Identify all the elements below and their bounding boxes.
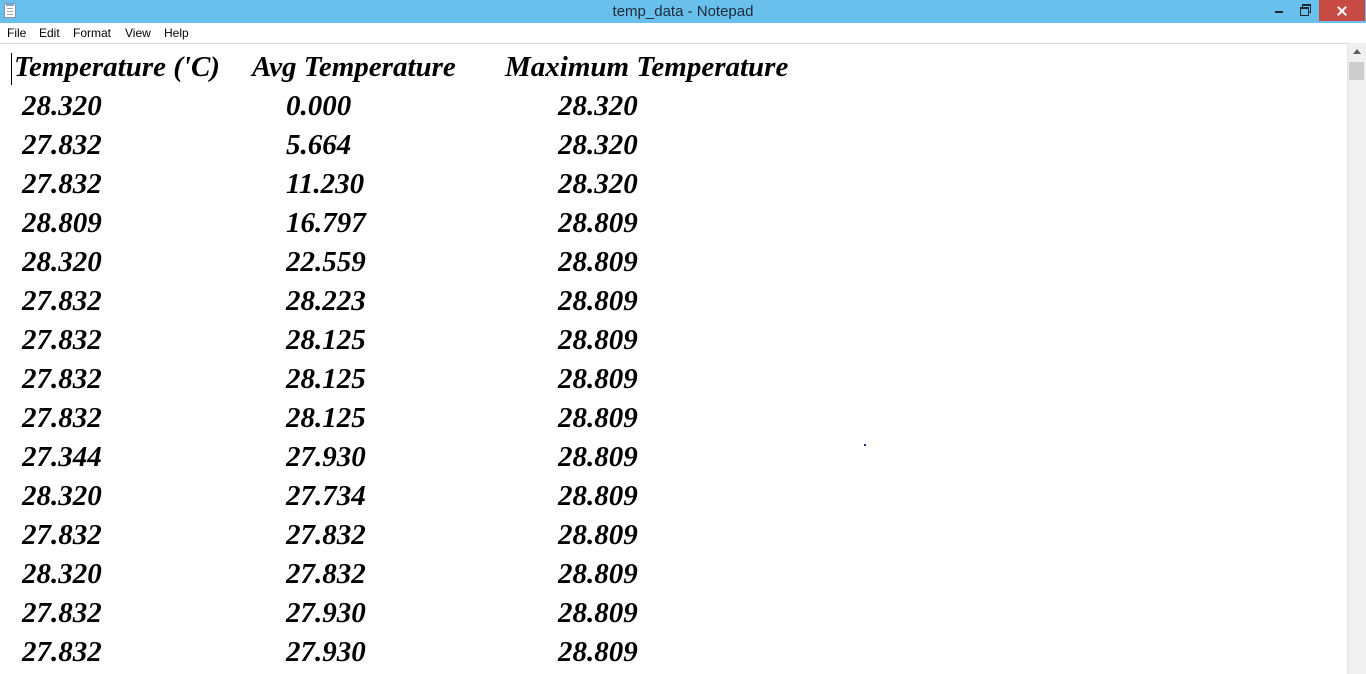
cell-temperature: 27.344 <box>22 441 102 473</box>
cell-avg: 28.125 <box>286 363 366 395</box>
data-rows: 28.320 0.000 28.320 27.832 5.664 28.320 27.8… <box>0 88 1000 673</box>
cell-max: 28.809 <box>558 480 638 512</box>
restore-button[interactable] <box>1292 0 1318 21</box>
scroll-thumb[interactable] <box>1349 62 1364 80</box>
table-row: 27.832 27.930 28.809 <box>0 595 1000 634</box>
menu-file[interactable]: File <box>7 26 27 40</box>
cell-temperature: 28.320 <box>22 246 102 278</box>
cell-temperature: 28.320 <box>22 90 102 122</box>
scroll-up-button[interactable] <box>1348 43 1366 60</box>
table-row: 28.320 27.832 28.809 <box>0 556 1000 595</box>
table-row: 27.832 28.125 28.809 <box>0 400 1000 439</box>
cell-avg: 27.832 <box>286 519 366 551</box>
text-editor[interactable]: Temperature ('C) Avg Temperature Maximum… <box>0 43 1347 674</box>
menu-bar: File Edit Format View Help <box>0 23 1366 43</box>
cell-max: 28.320 <box>558 90 638 122</box>
cell-temperature: 27.832 <box>22 636 102 668</box>
menu-help[interactable]: Help <box>164 26 189 40</box>
cell-temperature: 27.832 <box>22 402 102 434</box>
stray-mark <box>864 444 866 446</box>
table-row: 27.832 5.664 28.320 <box>0 127 1000 166</box>
cell-avg: 27.734 <box>286 480 366 512</box>
cell-max: 28.809 <box>558 285 638 317</box>
cell-avg: 5.664 <box>286 129 352 161</box>
vertical-scrollbar[interactable] <box>1347 43 1366 674</box>
menu-view[interactable]: View <box>125 26 151 40</box>
cell-temperature: 27.832 <box>22 363 102 395</box>
cell-max: 28.809 <box>558 636 638 668</box>
cell-max: 28.809 <box>558 363 638 395</box>
cell-max: 28.809 <box>558 597 638 629</box>
header-temperature: Temperature ('C) <box>14 51 220 83</box>
cell-temperature: 28.809 <box>22 207 102 239</box>
cell-max: 28.809 <box>558 558 638 590</box>
cell-avg: 0.000 <box>286 90 352 122</box>
menu-format[interactable]: Format <box>73 26 112 40</box>
cell-max: 28.809 <box>558 519 638 551</box>
table-row: 27.344 27.930 28.809 <box>0 439 1000 478</box>
cell-temperature: 28.320 <box>22 558 102 590</box>
title-bar[interactable]: temp_data - Notepad <box>0 0 1366 23</box>
cell-avg: 27.930 <box>286 597 366 629</box>
notepad-icon[interactable] <box>4 3 16 18</box>
minimize-icon <box>1275 11 1283 13</box>
header-avg-temperature: Avg Temperature <box>252 51 456 83</box>
table-row: 27.832 28.125 28.809 <box>0 322 1000 361</box>
cell-max: 28.809 <box>558 324 638 356</box>
cell-temperature: 27.832 <box>22 168 102 200</box>
cell-avg: 22.559 <box>286 246 366 278</box>
cell-temperature: 27.832 <box>22 597 102 629</box>
cell-temperature: 28.320 <box>22 480 102 512</box>
table-row: 27.832 27.930 28.809 <box>0 634 1000 673</box>
cell-avg: 27.930 <box>286 636 366 668</box>
cell-avg: 27.832 <box>286 558 366 590</box>
text-caret <box>11 53 12 85</box>
cell-avg: 28.223 <box>286 285 366 317</box>
window-title: temp_data - Notepad <box>612 3 754 20</box>
minimize-button[interactable] <box>1266 0 1292 21</box>
table-row: 28.809 16.797 28.809 <box>0 205 1000 244</box>
table-row: 27.832 28.223 28.809 <box>0 283 1000 322</box>
table-row: 27.832 28.125 28.809 <box>0 361 1000 400</box>
cell-temperature: 27.832 <box>22 519 102 551</box>
cell-temperature: 27.832 <box>22 285 102 317</box>
cell-max: 28.809 <box>558 207 638 239</box>
cell-max: 28.809 <box>558 246 638 278</box>
cell-avg: 28.125 <box>286 324 366 356</box>
cell-avg: 16.797 <box>286 207 366 239</box>
header-max-temperature: Maximum Temperature <box>505 51 789 83</box>
close-button[interactable] <box>1319 0 1365 21</box>
table-row: 28.320 22.559 28.809 <box>0 244 1000 283</box>
table-row: 28.320 0.000 28.320 <box>0 88 1000 127</box>
arrow-up-icon <box>1353 49 1361 54</box>
cell-temperature: 27.832 <box>22 324 102 356</box>
cell-avg: 28.125 <box>286 402 366 434</box>
cell-max: 28.809 <box>558 402 638 434</box>
cell-max: 28.320 <box>558 129 638 161</box>
table-row: 28.320 27.734 28.809 <box>0 478 1000 517</box>
cell-max: 28.320 <box>558 168 638 200</box>
cell-avg: 27.930 <box>286 441 366 473</box>
cell-temperature: 27.832 <box>22 129 102 161</box>
menu-edit[interactable]: Edit <box>39 26 60 40</box>
table-row: 27.832 11.230 28.320 <box>0 166 1000 205</box>
table-row: 27.832 27.832 28.809 <box>0 517 1000 556</box>
cell-max: 28.809 <box>558 441 638 473</box>
cell-avg: 11.230 <box>286 168 365 200</box>
